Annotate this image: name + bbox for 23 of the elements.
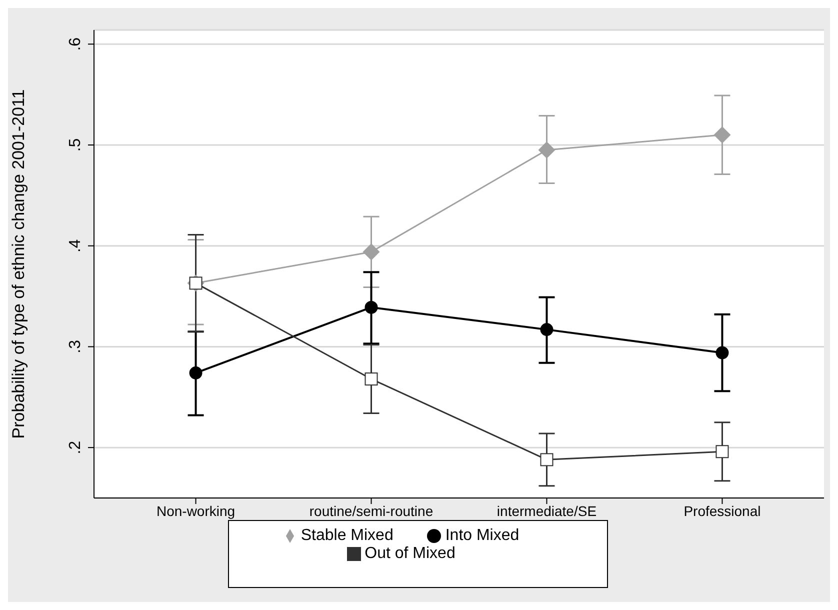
- y-tick-label: .4: [67, 239, 84, 253]
- legend-label: Out of Mixed: [364, 545, 456, 562]
- x-tick-label: routine/semi-routine: [309, 502, 434, 519]
- point: [364, 372, 378, 386]
- point: [540, 453, 554, 466]
- y-tick-label: .2: [67, 440, 84, 454]
- x-tick-label: intermediate/SE: [496, 502, 597, 519]
- point: [538, 142, 556, 158]
- point: [714, 126, 731, 144]
- y-axis-title: Probability of type of ethnic change 2001-2011: [9, 89, 28, 439]
- point: [364, 300, 378, 314]
- point: [189, 366, 202, 380]
- y-tick-label: .3: [67, 340, 84, 354]
- legend-label: Stable Mixed: [300, 527, 394, 544]
- point: [540, 323, 554, 336]
- x-tick-label: Non-working: [156, 502, 236, 519]
- point: [716, 346, 729, 360]
- legend-label: Into Mixed: [445, 527, 520, 544]
- point: [716, 445, 729, 458]
- y-tick-label: .5: [67, 138, 84, 152]
- x-tick-label: Professional: [684, 502, 761, 519]
- point: [362, 244, 380, 260]
- y-tick-label: .6: [67, 37, 84, 51]
